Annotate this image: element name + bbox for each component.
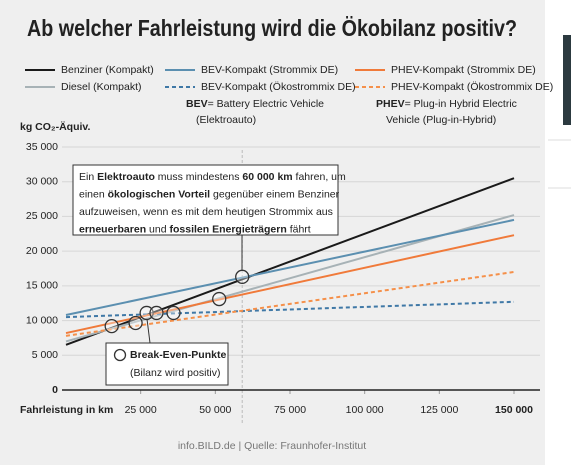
chart-title: Ab welcher Fahrleistung wird die Ökobila…	[27, 15, 517, 41]
annotation-run: fährt	[287, 223, 311, 235]
legend-label: Diesel (Kompakt)	[61, 81, 142, 93]
series-line	[65, 218, 515, 316]
x-tick-label: 75 000	[274, 404, 306, 416]
annotation-text: erneuerbaren und fossilen Energieträgern…	[79, 223, 311, 235]
break-even-point	[128, 315, 143, 331]
legend-label: BEV-Kompakt (Strommix DE)	[201, 64, 338, 76]
annotation-run: einen	[79, 188, 108, 200]
annotation-text: Ein Elektroauto muss mindestens 60 000 k…	[79, 171, 346, 183]
break-even-point	[235, 269, 250, 284]
marker-note: (Bilanz wird positiv)	[130, 367, 220, 379]
series-line	[65, 270, 515, 337]
annotation-text: einen ökologischen Vorteil gegenüber ein…	[79, 188, 340, 200]
legend-label: Break-Even-Punkte	[130, 349, 226, 361]
annotation-run: Ein	[79, 171, 97, 183]
break-even-point	[212, 291, 227, 307]
legend-note: BEV= Battery Electric Vehicle	[186, 98, 324, 110]
break-even-point	[149, 305, 164, 321]
legend-note-term: BEV	[186, 98, 208, 110]
annotation-text: aufzuweisen, wenn es mit dem heutigen St…	[79, 206, 333, 218]
x-tick-label: 50 000	[199, 404, 231, 416]
legend-label: BEV-Kompakt (Ökostrommix DE)	[201, 81, 356, 93]
annotation-run: ökologischen Vorteil	[108, 188, 211, 200]
y-tick-label: 25 000	[26, 210, 58, 222]
series-line	[65, 300, 515, 319]
legend-note: (Elektroauto)	[196, 114, 256, 126]
annotation-run: muss mindestens	[155, 171, 243, 183]
annotation-run: 60 000 km	[242, 171, 292, 183]
annotation-run: fossilen Energieträgern	[169, 223, 286, 235]
legend-note-text: = Plug-in Hybrid Electric	[405, 98, 517, 110]
break-even-point	[166, 305, 181, 321]
legend-note: PHEV= Plug-in Hybrid Electric	[376, 98, 517, 110]
marker-legend-box	[105, 342, 229, 386]
annotation-box	[72, 164, 339, 236]
x-tick-label: 125 000	[420, 404, 458, 416]
x-tick-label: 150 000	[495, 404, 533, 416]
page-sidebar	[563, 35, 571, 125]
legend-label: PHEV-Kompakt (Strommix DE)	[391, 64, 536, 76]
legend-label: PHEV-Kompakt (Ökostrommix DE)	[391, 81, 553, 93]
annotation-run: erneuerbaren	[79, 223, 146, 235]
y-tick-label: 20 000	[26, 245, 58, 257]
y-tick-label: 30 000	[26, 175, 58, 187]
x-axis-label: Fahrleistung in km	[20, 404, 113, 416]
break-even-point	[104, 318, 119, 334]
y-tick-label: 5 000	[32, 349, 58, 361]
legend-note: Vehicle (Plug-in-Hybrid)	[386, 114, 496, 126]
legend-label: Benziner (Kompakt)	[61, 64, 154, 76]
annotation-run: Elektroauto	[97, 171, 155, 183]
marker-legend-symbol	[113, 348, 127, 362]
marker-pointer	[146, 318, 151, 344]
legend-note-text: = Battery Electric Vehicle	[208, 98, 325, 110]
x-tick-label: 25 000	[125, 404, 157, 416]
annotation-run: fahren, um	[293, 171, 346, 183]
annotation-run: gegenüber einem Benziner	[210, 188, 340, 200]
y-axis-label: kg CO₂-Äquiv.	[20, 120, 90, 133]
y-tick-label: 35 000	[26, 141, 58, 153]
source: info.BILD.de | Quelle: Fraunhofer-Instit…	[178, 440, 366, 452]
legend-note-term: PHEV	[376, 98, 405, 110]
y-tick-label: 10 000	[26, 314, 58, 326]
y-tick-label: 0	[52, 384, 58, 396]
y-tick-label: 15 000	[26, 280, 58, 292]
x-tick-label: 100 000	[346, 404, 384, 416]
annotation-run: und	[146, 223, 169, 235]
annotation-run: aufzuweisen, wenn es mit dem heutigen St…	[79, 206, 333, 218]
